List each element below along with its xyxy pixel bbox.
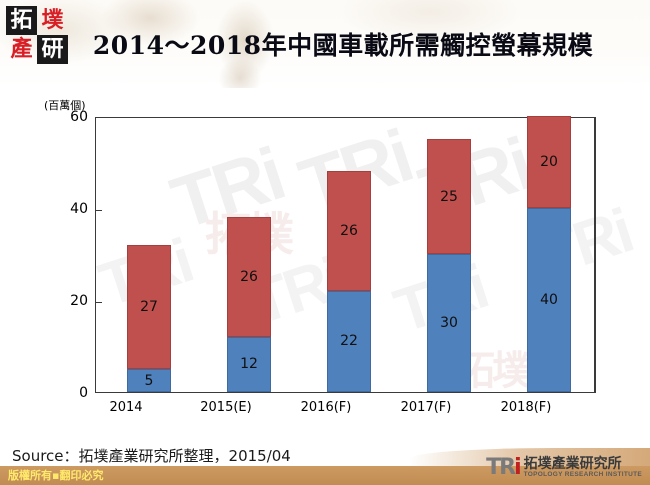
x-tick-label: 2017(F) <box>400 400 452 415</box>
tri-mark-i: i <box>514 455 521 480</box>
x-tick-label: 2015(E) <box>200 400 252 415</box>
bar-segment-red: 20 <box>527 116 571 208</box>
y-tick-label: 60 <box>70 109 88 125</box>
chart: (百萬個) 0 20 40 60 5 27 12 26 22 26 30 25 <box>0 88 650 440</box>
bar-segment-blue: 22 <box>327 290 371 392</box>
y-tick-mark <box>96 302 102 303</box>
logo-char-2: 墣 <box>41 7 64 33</box>
y-tick-label: 0 <box>79 385 88 401</box>
bar-segment-red: 27 <box>127 244 171 369</box>
logo-char-4: 研 <box>37 35 68 64</box>
bar-segment-blue: 12 <box>227 336 271 392</box>
source-note: Source：拓墣產業研究所整理，2015/04 <box>12 447 291 465</box>
x-tick-label: 2014 <box>109 400 143 415</box>
copyright-text: 版權所有▪翻印必究 <box>8 469 104 482</box>
bar-group: 22 26 <box>327 171 371 392</box>
y-tick-mark <box>96 210 102 211</box>
tri-name-en: TOPOLOGY RESEARCH INSTITUTE <box>523 471 642 479</box>
tri-wordmark: TRi <box>486 455 521 480</box>
bar-group: 12 26 <box>227 217 271 392</box>
bar-segment-red: 26 <box>227 217 271 337</box>
y-tick-label: 20 <box>70 293 88 309</box>
bar-segment-blue: 30 <box>427 254 471 392</box>
bar-group: 40 20 <box>527 116 571 392</box>
logo-char-1: 拓 <box>6 6 37 35</box>
y-tick-label: 40 <box>70 201 88 217</box>
tri-brand-logo: TRi 拓墣產業研究所 TOPOLOGY RESEARCH INSTITUTE <box>486 454 642 482</box>
x-tick-label: 2016(F) <box>300 400 352 415</box>
tri-mark-tr: TR <box>486 455 516 480</box>
tri-square-logo: 拓 墣 產 研 <box>6 6 68 64</box>
tri-brand-name: 拓墣產業研究所 TOPOLOGY RESEARCH INSTITUTE <box>524 457 642 479</box>
plot-area: 5 27 12 26 22 26 30 25 40 20 <box>95 116 596 393</box>
y-axis-unit-label: (百萬個) <box>44 99 86 112</box>
bar-segment-blue: 40 <box>527 208 571 392</box>
bar-segment-red: 25 <box>427 139 471 254</box>
bar-group: 30 25 <box>427 139 471 392</box>
x-tick-label: 2018(F) <box>500 400 552 415</box>
tri-name-cn: 拓墣產業研究所 <box>523 456 622 473</box>
bar-segment-blue: 5 <box>127 369 171 392</box>
page-title: 2014～2018年中國車載所需觸控螢幕規模 <box>92 31 594 60</box>
logo-char-3: 產 <box>10 36 33 62</box>
slide-header: 拓 墣 產 研 2014～2018年中國車載所需觸控螢幕規模 <box>0 0 650 88</box>
bar-segment-red: 26 <box>327 171 371 291</box>
footer-bar <box>0 466 650 485</box>
bar-group: 5 27 <box>127 244 171 392</box>
